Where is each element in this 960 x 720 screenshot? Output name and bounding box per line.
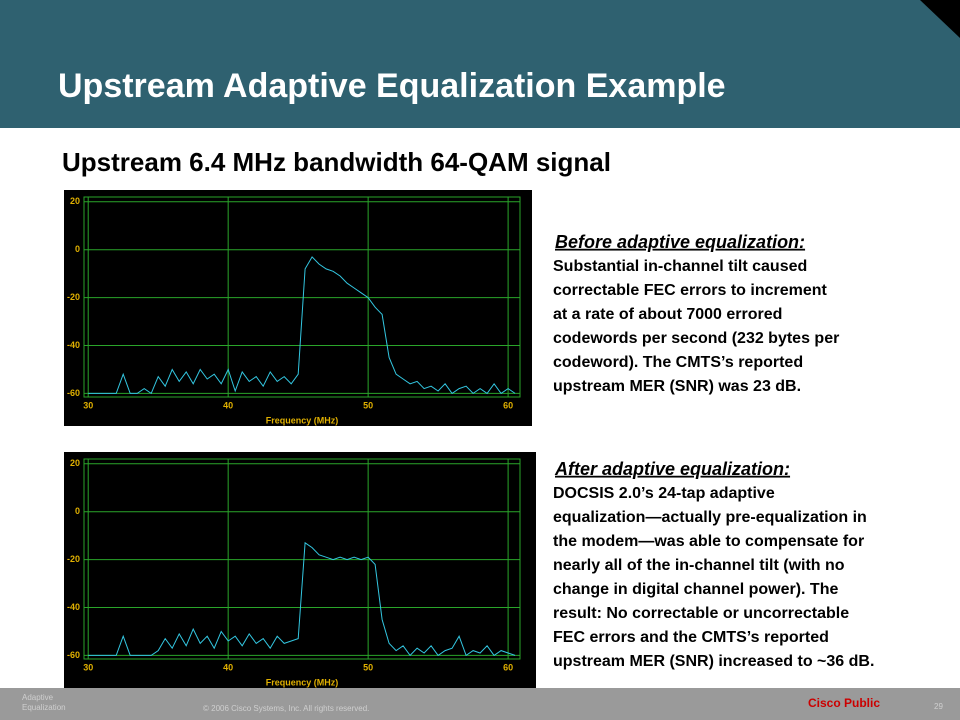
page-number: 29 bbox=[934, 702, 943, 711]
y-tick-label: 20 bbox=[70, 196, 80, 206]
body-line: equalization—actually pre-equalization i… bbox=[553, 509, 867, 526]
plot-frame bbox=[83, 458, 521, 660]
title: Upstream Adaptive Equalization Example bbox=[58, 67, 726, 105]
body-line: at a rate of about 7000 errored bbox=[553, 306, 782, 323]
heading: Before adaptive equalization: bbox=[555, 232, 805, 252]
x-tick-label: 60 bbox=[503, 400, 513, 410]
x-axis-label: Frequency (MHz) bbox=[266, 415, 339, 425]
body-line: Substantial in-channel tilt caused bbox=[553, 258, 807, 275]
footer-section: Adaptive bbox=[22, 693, 54, 702]
header-band bbox=[0, 0, 960, 128]
trace bbox=[88, 541, 516, 657]
body-line: DOCSIS 2.0’s 24-tap adaptive bbox=[553, 485, 775, 502]
body-line: codeword). The CMTS’s reported bbox=[553, 354, 803, 371]
body-line: the modem—was able to compensate for bbox=[553, 533, 864, 550]
x-tick-label: 50 bbox=[363, 662, 373, 672]
x-tick-label: 40 bbox=[223, 662, 233, 672]
footer-copyright: © 2006 Cisco Systems, Inc. All rights re… bbox=[203, 704, 369, 713]
body-line: nearly all of the in-channel tilt (with … bbox=[553, 557, 845, 574]
x-tick-label: 50 bbox=[363, 400, 373, 410]
footer-label: Cisco Public bbox=[808, 696, 880, 710]
x-tick-label: 60 bbox=[503, 662, 513, 672]
y-tick-label: -60 bbox=[67, 650, 80, 660]
body-line: result: No correctable or uncorrectable bbox=[553, 605, 849, 622]
y-tick-label: -20 bbox=[67, 554, 80, 564]
body-line: upstream MER (SNR) was 23 dB. bbox=[553, 378, 801, 395]
subtitle: Upstream 6.4 MHz bandwidth 64-QAM signal bbox=[62, 147, 611, 177]
y-tick-label: 20 bbox=[70, 458, 80, 468]
plot-frame bbox=[83, 196, 521, 398]
chart-background bbox=[64, 190, 532, 426]
heading: After adaptive equalization: bbox=[554, 459, 790, 479]
body-line: correctable FEC errors to increment bbox=[553, 282, 828, 299]
y-tick-label: -20 bbox=[67, 292, 80, 302]
trace bbox=[88, 256, 516, 395]
x-tick-label: 30 bbox=[83, 662, 93, 672]
footer-section: Equalization bbox=[22, 703, 66, 712]
body-line: FEC errors and the CMTS’s reported bbox=[553, 629, 829, 646]
body-line: codewords per second (232 bytes per bbox=[553, 330, 839, 347]
body-line: upstream MER (SNR) increased to ~36 dB. bbox=[553, 653, 874, 670]
y-tick-label: -40 bbox=[67, 340, 80, 350]
corner bbox=[920, 0, 960, 38]
x-tick-label: 30 bbox=[83, 400, 93, 410]
x-axis-label: Frequency (MHz) bbox=[266, 677, 339, 687]
chart-background bbox=[64, 452, 536, 688]
y-tick-label: -40 bbox=[67, 602, 80, 612]
y-tick-label: 0 bbox=[75, 244, 80, 254]
y-tick-label: -60 bbox=[67, 388, 80, 398]
x-tick-label: 40 bbox=[223, 400, 233, 410]
footer-band bbox=[0, 688, 960, 720]
y-tick-label: 0 bbox=[75, 506, 80, 516]
body-line: change in digital channel power). The bbox=[553, 581, 838, 598]
